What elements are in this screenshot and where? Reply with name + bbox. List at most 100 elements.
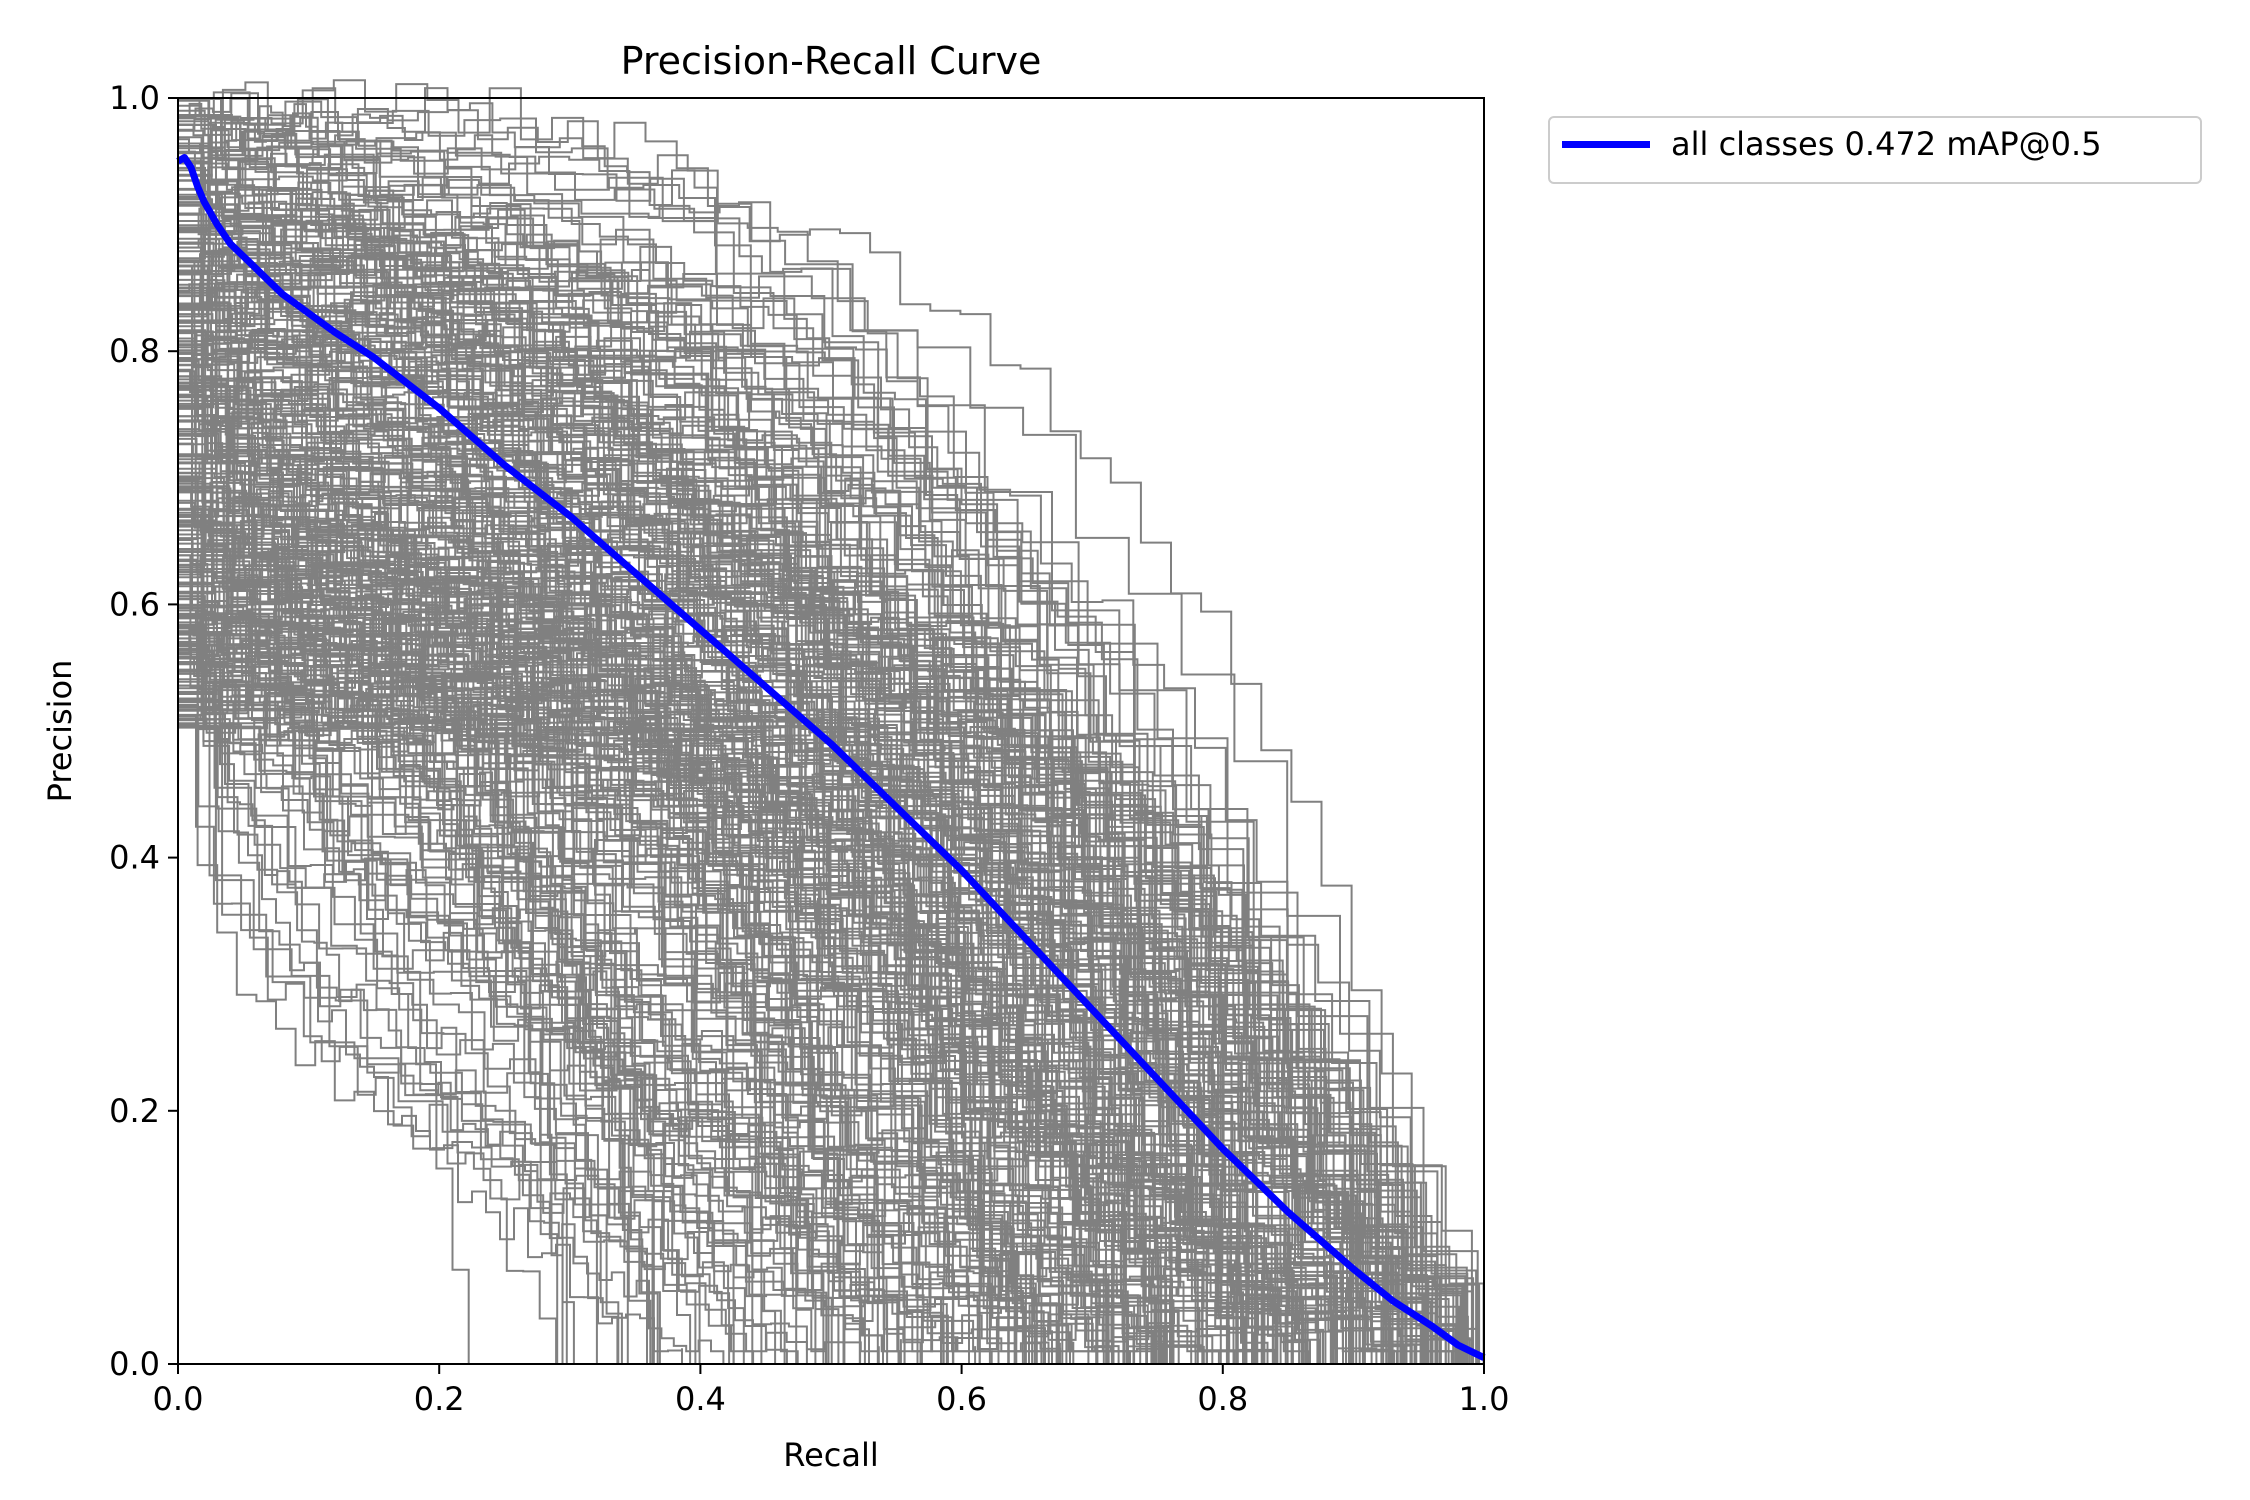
y-tick-label: 1.0 — [109, 79, 160, 117]
class-curve — [178, 411, 1266, 1364]
class-curve — [178, 242, 981, 1364]
class-curve — [178, 714, 1453, 1364]
class-curve — [178, 723, 808, 1364]
class-curve — [178, 114, 1364, 1364]
x-tick-label: 1.0 — [1459, 1380, 1510, 1418]
class-curve — [178, 117, 1425, 1364]
class-curve — [178, 595, 1469, 1364]
class-curve — [178, 193, 1467, 1364]
class-curve — [178, 260, 558, 1364]
class-curve — [178, 157, 1254, 1364]
class-curve — [178, 631, 1220, 1364]
class-curve — [178, 399, 1309, 1364]
class-curve — [178, 515, 833, 1364]
class-curve — [178, 222, 1305, 1364]
class-curve — [178, 597, 1060, 1364]
class-curve — [178, 362, 1301, 1364]
class-curve — [178, 672, 1408, 1364]
class-curve — [178, 477, 1464, 1364]
class-curve — [178, 129, 568, 1364]
class-curve — [178, 288, 1441, 1364]
class-curve — [178, 624, 735, 1364]
class-curve — [178, 233, 1125, 1364]
class-curve — [178, 92, 1353, 1364]
class-curve — [178, 112, 919, 1364]
class-curve — [178, 289, 1378, 1364]
class-curve — [178, 98, 1126, 1364]
legend — [1548, 116, 2202, 184]
y-axis-label: Precision — [41, 660, 79, 803]
class-curve — [178, 184, 1167, 1364]
class-curve — [178, 99, 1030, 1364]
class-curve — [178, 489, 862, 1364]
class-curve — [178, 643, 1457, 1364]
class-curve — [178, 124, 1205, 1364]
class-curve — [178, 508, 846, 1364]
class-curve — [178, 491, 1278, 1364]
class-curve — [178, 414, 1110, 1364]
class-curve — [178, 681, 1412, 1364]
class-curve — [178, 726, 1061, 1364]
class-curve — [178, 203, 1294, 1364]
class-curve — [178, 698, 1208, 1364]
class-curve — [178, 631, 1036, 1364]
class-curve — [178, 128, 845, 1364]
class-curve — [178, 336, 866, 1364]
y-tick-label: 0.6 — [109, 585, 160, 623]
class-curve — [178, 365, 1173, 1364]
class-curve — [178, 686, 1016, 1364]
class-curve — [178, 288, 1450, 1364]
class-curve — [178, 633, 1276, 1364]
chart-title: Precision-Recall Curve — [621, 39, 1042, 83]
class-curve — [178, 548, 1246, 1364]
class-curve — [178, 452, 1335, 1364]
x-tick-label: 0.0 — [153, 1380, 204, 1418]
class-curve — [178, 489, 1175, 1364]
class-curve — [178, 521, 1319, 1364]
class-curve — [178, 275, 655, 1364]
class-curve — [178, 534, 1098, 1364]
class-curve — [178, 689, 1366, 1364]
class-curve — [178, 480, 1303, 1364]
class-curve — [178, 633, 1258, 1364]
class-curve — [178, 349, 1304, 1364]
class-curve — [178, 355, 1129, 1364]
x-axis-label: Recall — [783, 1436, 878, 1474]
class-curve — [178, 556, 1430, 1364]
class-curve — [178, 547, 1173, 1364]
class-curve — [178, 642, 1135, 1364]
class-curve — [178, 215, 1171, 1364]
x-tick-label: 0.8 — [1197, 1380, 1248, 1418]
class-curve — [178, 188, 1332, 1364]
legend-label-mean: all classes 0.472 mAP@0.5 — [1671, 125, 2102, 163]
class-curve — [178, 588, 1322, 1364]
class-curve — [178, 193, 1058, 1364]
class-curve — [178, 394, 1257, 1364]
class-curve — [178, 295, 870, 1364]
class-curve — [178, 701, 1455, 1364]
class-curve — [178, 192, 1024, 1364]
class-curve — [178, 117, 564, 1364]
mean-curve-group — [176, 154, 1486, 1361]
class-curve — [178, 423, 884, 1364]
plot-frame — [177, 97, 1485, 1365]
class-curve — [178, 576, 906, 1364]
x-tick-label: 0.4 — [675, 1380, 726, 1418]
class-curve — [178, 399, 1053, 1364]
class-curve — [178, 157, 1016, 1364]
y-tick-label: 0.8 — [109, 332, 160, 370]
class-curve — [178, 253, 1418, 1364]
class-curve — [178, 248, 991, 1364]
class-curve — [178, 156, 1390, 1364]
y-tick-label: 0.0 — [109, 1345, 160, 1383]
legend-swatch-mean — [1562, 141, 1650, 148]
class-curve — [178, 554, 923, 1364]
x-axis-ticks: 0.0 0.2 0.4 0.6 0.8 1.0 — [153, 1364, 1510, 1418]
class-curve — [178, 253, 1168, 1364]
y-tick-label: 0.4 — [109, 839, 160, 877]
x-tick-label: 0.2 — [414, 1380, 465, 1418]
mean-curve — [176, 154, 1486, 1361]
class-curve — [178, 475, 993, 1364]
x-tick-label: 0.6 — [936, 1380, 987, 1418]
